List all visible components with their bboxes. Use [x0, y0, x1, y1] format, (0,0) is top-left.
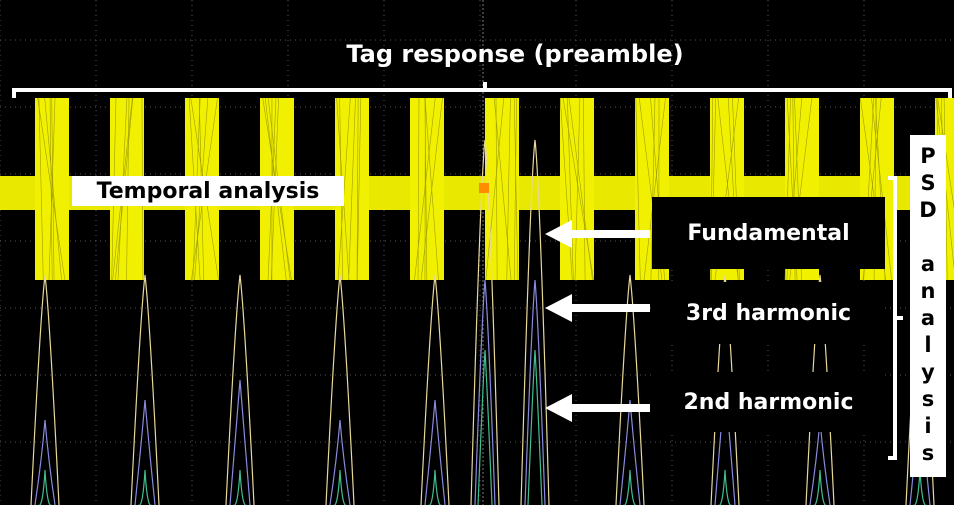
spectrum-peak	[229, 379, 251, 505]
spectrum-peak	[30, 274, 60, 505]
spectrum-peak	[623, 469, 637, 505]
signal-noise	[650, 97, 656, 281]
signal-noise	[48, 97, 56, 281]
spectrum-peak	[813, 469, 827, 505]
spectrum-peak	[420, 274, 450, 505]
signal-noise	[574, 97, 581, 281]
spectrum-peak	[325, 274, 355, 505]
spectrum-peak	[138, 469, 152, 505]
temporal-label: Temporal analysis	[72, 176, 344, 206]
bracket	[12, 82, 952, 98]
spectrum-peak	[134, 399, 156, 505]
signal-noise	[643, 97, 666, 281]
spectrum-peak	[38, 469, 52, 505]
signal-noise	[348, 97, 356, 281]
signal-noise	[44, 97, 62, 281]
spectrum-peak	[474, 279, 496, 505]
signal-noise	[506, 97, 511, 281]
spectrum-peak	[809, 419, 831, 505]
signal-noise	[37, 97, 66, 281]
signal-noise	[583, 97, 586, 281]
spectrum-peak	[225, 274, 255, 505]
signal-noise	[424, 97, 439, 281]
spectrum-peak	[428, 469, 442, 505]
signal-noise	[635, 97, 641, 281]
signal-noise	[493, 97, 512, 281]
spectrum-peak	[329, 419, 351, 505]
signal-noise	[356, 97, 362, 281]
signal-noise	[337, 97, 351, 281]
signal-noise	[513, 97, 517, 281]
spectrum-peak	[477, 349, 493, 505]
signal-noise	[485, 97, 505, 281]
spectrum-peak	[527, 349, 543, 505]
spectrum-peak	[34, 419, 56, 505]
bracket	[888, 176, 903, 460]
title: Tag response (preamble)	[346, 40, 684, 68]
spectrum-peak	[520, 139, 550, 505]
fundamental-label: Fundamental	[652, 197, 885, 269]
spectrum-peak	[619, 399, 641, 505]
spectrum-peak	[130, 274, 160, 505]
spectrum-peak	[718, 469, 732, 505]
signal-noise	[559, 97, 573, 281]
signal-noise	[495, 97, 498, 281]
arrow-head	[545, 294, 572, 322]
psd-label: PSD analysis	[910, 135, 946, 477]
trigger-marker	[479, 183, 489, 193]
signal-noise	[356, 97, 359, 281]
spectrum-peak	[424, 399, 446, 505]
spectrum-peak	[333, 469, 347, 505]
signal-noise	[562, 97, 594, 281]
third-harmonic-label: 3rd harmonic	[652, 282, 885, 344]
second-harmonic-label: 2nd harmonic	[652, 372, 885, 432]
signal-burst	[485, 98, 519, 280]
spectrum-peak	[524, 279, 546, 505]
spectrum-peak	[615, 274, 645, 505]
spectrum-peak	[470, 139, 500, 505]
signal-noise	[513, 97, 519, 281]
signal-noise	[38, 97, 44, 281]
signal-noise	[414, 97, 436, 281]
arrow-head	[545, 394, 572, 422]
spectrum-peak	[233, 469, 247, 505]
signal-noise	[871, 97, 892, 281]
arrow-head	[545, 220, 572, 248]
